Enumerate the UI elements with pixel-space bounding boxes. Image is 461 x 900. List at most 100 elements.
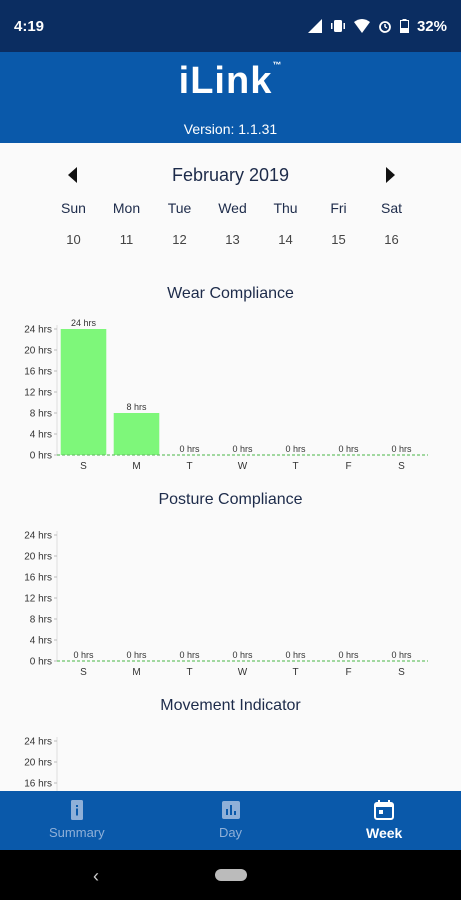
y-tick-label: 20 hrs: [24, 346, 52, 357]
posture-compliance-chart: 0 hrs 4 hrs 8 hrs 12 hrs 16 hrs 20 hrs 24 hrs 0…: [24, 531, 428, 678]
nav-summary[interactable]: Summary: [0, 791, 154, 850]
y-tick-label: 12 hrs: [24, 594, 52, 605]
x-tick-label: T: [186, 667, 192, 678]
month-navigator: February 2019: [0, 165, 461, 189]
weekday-label: Fri: [330, 200, 347, 216]
x-tick-label: W: [238, 667, 248, 678]
y-tick-label: 0 hrs: [30, 451, 52, 462]
bar-data-label: 0 hrs: [391, 444, 412, 454]
app-logo: iLink™: [178, 60, 283, 102]
y-tick-label: 24 hrs: [24, 531, 52, 542]
x-tick-label: S: [398, 461, 405, 472]
nav-week-label: Week: [366, 825, 403, 841]
x-tick-label: M: [132, 667, 140, 678]
x-tick-label: T: [186, 461, 192, 472]
app-header: iLink™ Version: 1.1.31: [0, 52, 461, 143]
y-tick-label: 4 hrs: [30, 430, 52, 441]
y-tick-label: 16 hrs: [24, 779, 52, 790]
battery-icon: [399, 19, 409, 33]
x-tick-label: W: [238, 461, 248, 472]
x-tick-label: F: [345, 667, 351, 678]
x-tick-label: F: [345, 461, 351, 472]
back-icon[interactable]: ‹: [93, 866, 99, 886]
logo-text: iLink: [178, 60, 273, 102]
bar-data-label: 0 hrs: [179, 650, 200, 660]
posture-compliance-title: Posture Compliance: [158, 491, 303, 508]
wear-compliance-title: Wear Compliance: [167, 285, 294, 302]
nav-day-label: Day: [218, 825, 243, 840]
next-week-icon[interactable]: [386, 167, 395, 183]
y-tick-label: 20 hrs: [24, 758, 52, 769]
movement-indicator-chart: 16 hrs 20 hrs 24 hrs: [24, 737, 58, 791]
bar-data-label: 0 hrs: [391, 650, 412, 660]
x-tick-label: S: [398, 667, 405, 678]
weekday-label: Tue: [167, 200, 192, 216]
summary-icon: [70, 800, 83, 820]
date-cell[interactable]: 16: [384, 232, 399, 247]
bar[interactable]: [60, 329, 107, 455]
weekday-label: Sat: [380, 200, 402, 216]
y-tick-label: 16 hrs: [24, 367, 52, 378]
y-tick-label: 12 hrs: [24, 388, 52, 399]
home-pill-icon[interactable]: [215, 869, 247, 881]
bar-data-label: 24 hrs: [71, 318, 97, 328]
weekday-label: Mon: [112, 200, 141, 216]
calendar-icon: [374, 800, 395, 820]
wear-compliance-chart: 0 hrs 4 hrs 8 hrs 12 hrs 16 hrs 20 hrs 24 hrs 2…: [24, 318, 428, 472]
bar-data-label: 0 hrs: [338, 650, 359, 660]
bar-chart-icon: [221, 801, 240, 819]
date-cell[interactable]: 13: [225, 232, 240, 247]
system-navigation-bar: ‹: [0, 850, 461, 900]
weekday-label: Wed: [218, 200, 247, 216]
week-dates: 10 11 12 13 14 15 16: [47, 232, 441, 247]
nav-summary-label: Summary: [49, 825, 105, 840]
bottom-navigation: Summary Day Week: [0, 791, 461, 850]
y-tick-label: 24 hrs: [24, 325, 52, 336]
y-tick-label: 20 hrs: [24, 552, 52, 563]
month-title: February 2019: [171, 165, 290, 185]
nav-day[interactable]: Day: [154, 791, 308, 850]
alarm-icon: [379, 21, 391, 33]
previous-week-icon[interactable]: [68, 167, 77, 183]
date-cell[interactable]: 10: [66, 232, 81, 247]
y-tick-label: 24 hrs: [24, 737, 52, 748]
y-tick-label: 8 hrs: [30, 615, 52, 626]
x-tick-label: S: [80, 461, 87, 472]
bar-data-label: 0 hrs: [73, 650, 94, 660]
weekday-label: Thu: [273, 200, 298, 216]
wifi-icon: [353, 19, 370, 33]
main-content[interactable]: February 2019 Sun Mon Tue Wed Thu Fri Sa…: [0, 143, 461, 791]
weekday-header: Sun Mon Tue Wed Thu Fri Sat: [47, 200, 441, 216]
x-tick-label: M: [132, 461, 140, 472]
bar-data-label: 0 hrs: [285, 650, 306, 660]
date-cell[interactable]: 14: [278, 232, 293, 247]
date-cell[interactable]: 15: [331, 232, 346, 247]
battery-percent: 32%: [416, 17, 447, 35]
x-tick-label: T: [292, 667, 298, 678]
y-tick-label: 0 hrs: [30, 657, 52, 668]
bar-data-label: 0 hrs: [232, 650, 253, 660]
bar-data-label: 0 hrs: [179, 444, 200, 454]
vibrate-icon: [330, 20, 345, 32]
nav-week[interactable]: Week: [307, 791, 461, 850]
bar-data-label: 0 hrs: [285, 444, 306, 454]
bar-data-label: 0 hrs: [232, 444, 253, 454]
movement-indicator-title: Movement Indicator: [160, 697, 301, 714]
bar[interactable]: [113, 413, 160, 455]
status-icons: 32%: [307, 17, 447, 35]
x-tick-label: T: [292, 461, 298, 472]
y-tick-label: 8 hrs: [30, 409, 52, 420]
bar-data-label: 0 hrs: [338, 444, 359, 454]
date-cell[interactable]: 11: [119, 232, 134, 247]
weekday-label: Sun: [61, 200, 86, 216]
status-bar: 4:19 32%: [0, 0, 461, 52]
status-time: 4:19: [14, 17, 45, 35]
date-cell[interactable]: 12: [172, 232, 187, 247]
bar-data-label: 0 hrs: [126, 650, 147, 660]
bar-data-label: 8 hrs: [126, 402, 147, 412]
x-tick-label: S: [80, 667, 87, 678]
signal-icon: [307, 19, 322, 33]
y-tick-label: 16 hrs: [24, 573, 52, 584]
version-label: Version: 1.1.31: [183, 121, 278, 137]
y-tick-label: 4 hrs: [30, 636, 52, 647]
